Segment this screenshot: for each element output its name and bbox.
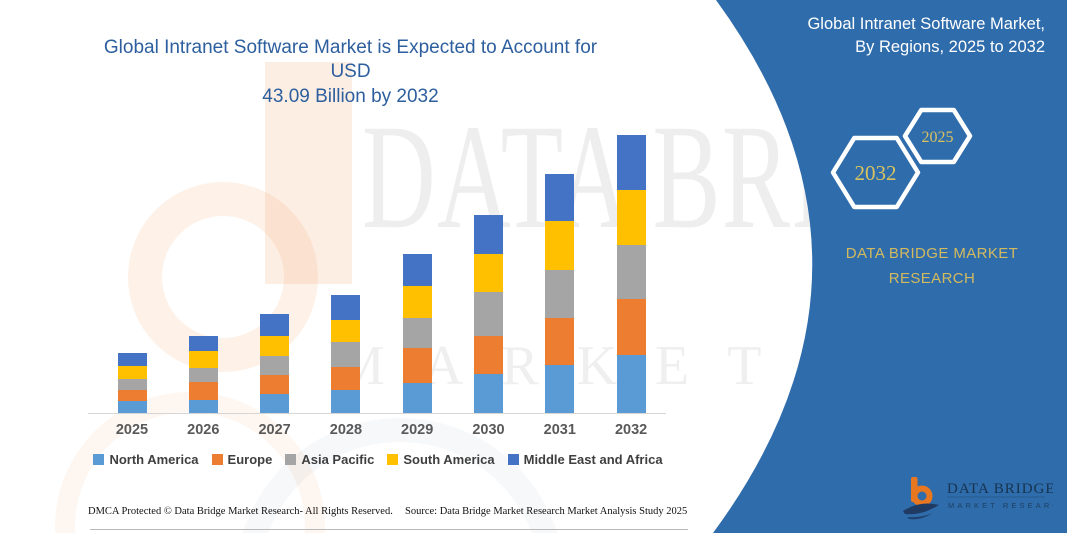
- bar-2030-south-america: [474, 254, 503, 293]
- bar-2032-europe: [616, 299, 646, 356]
- logo-b-icon: [903, 477, 939, 520]
- x-axis-label-2029: 2029: [401, 422, 434, 438]
- x-axis-label-2030: 2030: [472, 422, 505, 438]
- bar-2026-europe: [188, 382, 218, 401]
- bar-2029-middle-east-and-africa: [402, 254, 432, 286]
- legend-label: Asia Pacific: [301, 452, 375, 467]
- x-axis-label-2032: 2032: [614, 422, 648, 438]
- x-axis-label-2026: 2026: [187, 422, 220, 438]
- bar-2028-asia-pacific: [331, 342, 361, 367]
- x-axis-line: [88, 413, 666, 414]
- legend-swatch: [507, 454, 519, 465]
- bar-2030-asia-pacific: [474, 292, 503, 336]
- legend-label: Europe: [227, 452, 273, 467]
- footer-divider: [90, 529, 688, 530]
- bar-2028-south-america: [331, 320, 361, 342]
- legend-item-europe: Europe: [211, 452, 273, 467]
- legend-swatch: [93, 454, 105, 465]
- brand-name: DATA BRIDGE MARKET RESEARCH: [845, 245, 1019, 287]
- bar-2025-middle-east-and-africa: [117, 352, 147, 367]
- bar-2028: [331, 294, 361, 413]
- year-badge-2032: 2032: [830, 135, 921, 210]
- x-axis-label-2027: 2027: [258, 422, 291, 438]
- legend-item-north-america: North America: [93, 452, 199, 467]
- bar-2031-asia-pacific: [545, 269, 575, 319]
- bar-2031-europe: [545, 318, 575, 365]
- x-axis-label-2031: 2031: [543, 422, 576, 438]
- bar-2030-europe: [474, 335, 503, 375]
- bar-2025-north-america: [117, 401, 147, 413]
- bar-2032-asia-pacific: [616, 244, 646, 300]
- bar-2026-asia-pacific: [188, 367, 218, 383]
- bar-2028-middle-east-and-africa: [331, 294, 361, 321]
- bar-2028-europe: [331, 366, 361, 391]
- panel-title: Global Intranet Software Market, By Regi…: [745, 13, 1045, 60]
- bar-2029-south-america: [402, 285, 432, 319]
- bar-2029-asia-pacific: [402, 318, 432, 349]
- bar-2031: [545, 174, 575, 414]
- bar-2031-north-america: [545, 364, 575, 414]
- bar-2030-middle-east-and-africa: [474, 214, 503, 255]
- bar-2027-north-america: [260, 393, 290, 414]
- chart-title-line2: 43.09 Billion by 2032: [262, 85, 439, 107]
- bar-2028-north-america: [331, 390, 361, 413]
- dmca-notice: DMCA Protected © Data Bridge Market Rese…: [88, 506, 393, 517]
- bar-2025-asia-pacific: [117, 378, 147, 391]
- bar-2025-europe: [117, 390, 147, 402]
- badge-2032-label: 2032: [855, 161, 897, 185]
- bar-2029-europe: [402, 348, 432, 383]
- bar-2027-south-america: [260, 336, 290, 356]
- legend-label: South America: [403, 452, 495, 467]
- bar-2025-south-america: [117, 366, 147, 379]
- chart-legend: North America Europe Asia Pacific South Ame…: [88, 452, 668, 467]
- logo-name: DATA BRIDGE: [947, 481, 1053, 497]
- bar-2032-south-america: [616, 189, 646, 245]
- chart-title: Global Intranet Software Market is Expec…: [93, 36, 608, 109]
- legend-swatch: [211, 454, 223, 465]
- bar-2027-asia-pacific: [260, 355, 290, 375]
- bar-2031-middle-east-and-africa: [545, 174, 575, 222]
- bar-2027: [260, 313, 290, 414]
- legend-item-south-america: South America: [387, 452, 495, 467]
- panel-title-line1: Global Intranet Software Market,: [807, 15, 1045, 33]
- bar-2026-north-america: [188, 400, 218, 414]
- legend-swatch: [285, 454, 297, 465]
- year-badges: 2032 2025: [830, 107, 973, 210]
- panel-title-line2: By Regions, 2025 to 2032: [855, 38, 1045, 57]
- bar-2029-north-america: [402, 382, 432, 413]
- chart-title-line1: Global Intranet Software Market is Expec…: [103, 37, 598, 83]
- bar-2026-south-america: [188, 351, 218, 368]
- x-axis-label-2025: 2025: [115, 422, 149, 438]
- bar-2032-north-america: [616, 355, 646, 413]
- bar-2026: [188, 335, 218, 414]
- source-note: Source: Data Bridge Market Research Mark…: [405, 506, 688, 517]
- bar-2029: [402, 254, 432, 413]
- legend-label: Middle East and Africa: [523, 452, 663, 467]
- bar-2031-south-america: [545, 221, 575, 270]
- bar-2032-middle-east-and-africa: [616, 134, 646, 190]
- legend-item-middle-east-and-africa: Middle East and Africa: [507, 452, 663, 467]
- badge-2025-label: 2025: [922, 129, 954, 146]
- legend-label: North America: [109, 452, 199, 467]
- bar-2027-europe: [260, 375, 290, 394]
- legend-item-asia-pacific: Asia Pacific: [285, 452, 374, 467]
- logo-subtitle: MARKET RESEARCH: [948, 501, 1053, 510]
- year-badge-2025: 2025: [902, 107, 973, 165]
- bar-2027-middle-east-and-africa: [260, 313, 290, 337]
- bar-2026-middle-east-and-africa: [188, 335, 218, 352]
- bar-2032: [616, 134, 646, 413]
- x-axis-label-2028: 2028: [329, 422, 363, 438]
- data-bridge-logo: DATA BRIDGE MARKET RESEARCH: [903, 477, 1053, 520]
- bar-2030: [474, 214, 503, 413]
- legend-swatch: [387, 454, 399, 465]
- bar-2030-north-america: [474, 374, 503, 413]
- bar-2025: [117, 352, 147, 413]
